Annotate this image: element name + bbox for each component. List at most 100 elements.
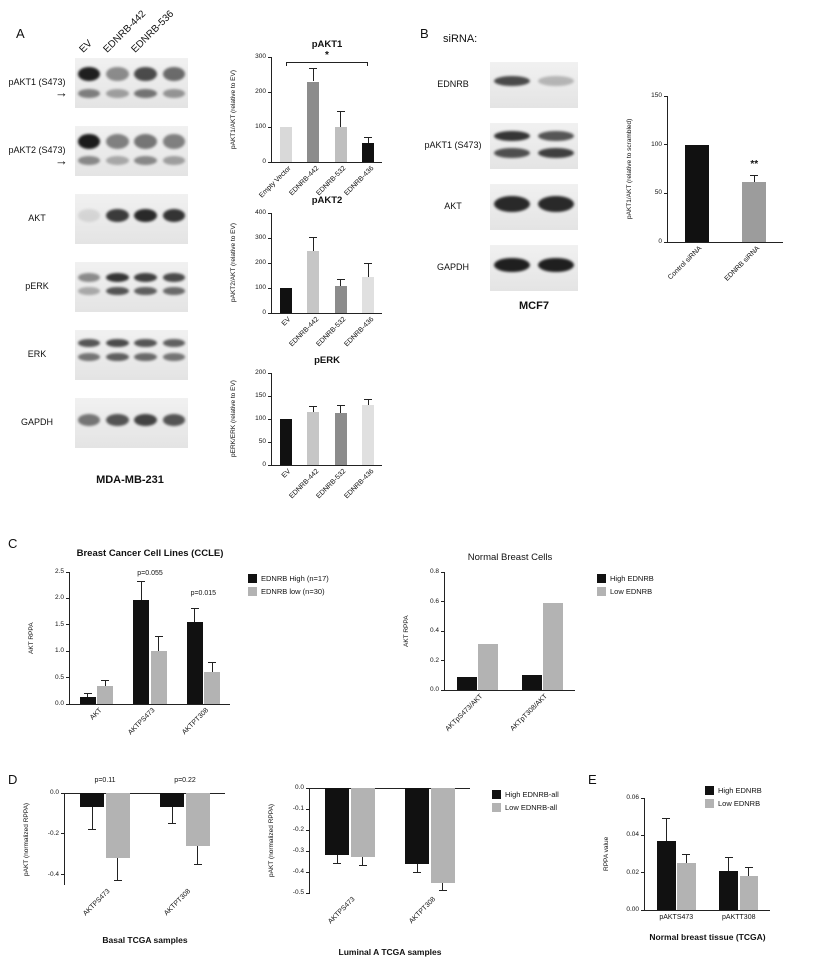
significance-stars: ** (750, 158, 759, 170)
error-bar-cap (208, 662, 217, 664)
y-tick-label: 1.0 (54, 647, 64, 655)
y-tick (641, 797, 645, 799)
x-axis-line (69, 703, 230, 705)
protein-band (106, 287, 129, 295)
protein-band (106, 339, 129, 347)
blot-label: GAPDH (436, 262, 469, 272)
y-axis-label: AKT RPPA (403, 615, 410, 647)
y-tick-label: 0.06 (626, 794, 639, 801)
basal-tcga-bar-chart: 0.0 -0.2 -0.4 pAKT (normalized RPPA) AKTPS47… (23, 777, 225, 945)
panel-e-label: E (588, 772, 597, 787)
y-tick-label: 50 (258, 438, 266, 445)
error-bar-cap (193, 864, 202, 866)
bar (522, 675, 542, 690)
x-axis-line (271, 312, 382, 314)
protein-band (494, 75, 530, 86)
bar (186, 622, 203, 704)
protein-band (77, 414, 101, 426)
error-bar-line (340, 111, 342, 127)
protein-band (538, 257, 574, 272)
bar (279, 288, 292, 313)
y-axis-label: RPPA value (603, 836, 610, 872)
bar (133, 599, 150, 704)
blot-image (75, 262, 188, 312)
y-tick (664, 144, 668, 146)
y-tick-label: 0 (262, 461, 266, 468)
error-bar-cap (364, 137, 373, 138)
y-tick (66, 624, 70, 626)
y-tick-label: 300 (255, 234, 266, 241)
error-bar-line (140, 581, 142, 600)
y-axis-label: pAKT (normalized RPPA) (268, 803, 275, 878)
protein-band (77, 133, 101, 149)
protein-band (106, 352, 129, 361)
p-value-annotation: p=0.015 (190, 590, 217, 598)
legend-item: High EDNRB-all (492, 790, 559, 799)
error-bar-line (362, 857, 364, 866)
y-axis-line (644, 798, 645, 910)
blot-label: GAPDH (20, 417, 53, 427)
perk-bar-chart: 0 50 100 150 200 pERK pERK/ERK (relative to EV… (230, 355, 382, 500)
bar (279, 127, 292, 162)
y-axis-line (69, 572, 70, 704)
error-bar-cap (309, 236, 318, 238)
y-tick (441, 660, 445, 661)
pakt1-bar-chart: 0 100 200 300 pAKT1 pAKT1/AKT (relative to EV… (230, 39, 382, 199)
y-tick (268, 161, 272, 163)
y-tick-label: 0.04 (626, 831, 639, 839)
y-tick (664, 95, 668, 97)
protein-band (162, 156, 186, 165)
error-bar-line (367, 263, 369, 278)
y-tick (441, 571, 445, 573)
y-tick (61, 792, 65, 794)
bar (105, 793, 130, 859)
x-axis-title: Luminal A TCGA samples (338, 947, 442, 957)
bar (204, 672, 221, 704)
y-tick (66, 703, 70, 705)
y-tick-label: 0 (262, 309, 266, 316)
y-tick-label: -0.2 (292, 826, 304, 833)
legend-swatch (248, 574, 257, 583)
error-bar-cap (137, 581, 146, 582)
blot-label: pAKT2 (S473) (8, 145, 66, 155)
y-tick (306, 829, 310, 831)
bar (543, 602, 563, 690)
y-tick-label: 0.6 (429, 597, 439, 605)
error-bar-cap (438, 890, 447, 892)
error-bar-line (312, 68, 314, 82)
blot-label: EDNRB (437, 79, 469, 89)
blot-label: pAKT1 (S473) (424, 140, 482, 150)
error-bar-line (312, 237, 314, 251)
bar (80, 793, 105, 808)
y-tick (441, 630, 445, 632)
y-tick (664, 241, 668, 243)
error-bar-line (117, 858, 119, 881)
y-tick (306, 892, 310, 894)
y-tick-label: -0.1 (292, 805, 304, 812)
error-bar-line (753, 175, 755, 182)
blot-image (75, 126, 188, 176)
y-tick-label: 2.0 (54, 594, 64, 602)
error-bar-cap (744, 866, 753, 868)
protein-band (494, 257, 530, 272)
chart-title: Normal Breast Cells (467, 552, 553, 563)
legend-swatch (248, 587, 257, 596)
y-tick (306, 808, 310, 810)
bar (325, 788, 350, 856)
protein-band (134, 89, 157, 98)
y-tick-label: 1.5 (54, 620, 64, 628)
error-bar-line (158, 636, 160, 652)
y-tick (268, 56, 272, 58)
protein-band (134, 287, 157, 295)
bar (160, 793, 185, 808)
error-bar-cap (336, 110, 345, 112)
bar (150, 651, 167, 704)
sirna-bar-chart: 0 50 100 150 pAKT1/AKT (relative to scramble… (626, 92, 783, 283)
panel-c-label: C (8, 536, 18, 551)
protein-band (162, 133, 186, 149)
significance-star: * (325, 49, 329, 61)
error-bar-cap (83, 692, 92, 694)
blot-image (75, 58, 188, 108)
y-tick (641, 872, 645, 874)
